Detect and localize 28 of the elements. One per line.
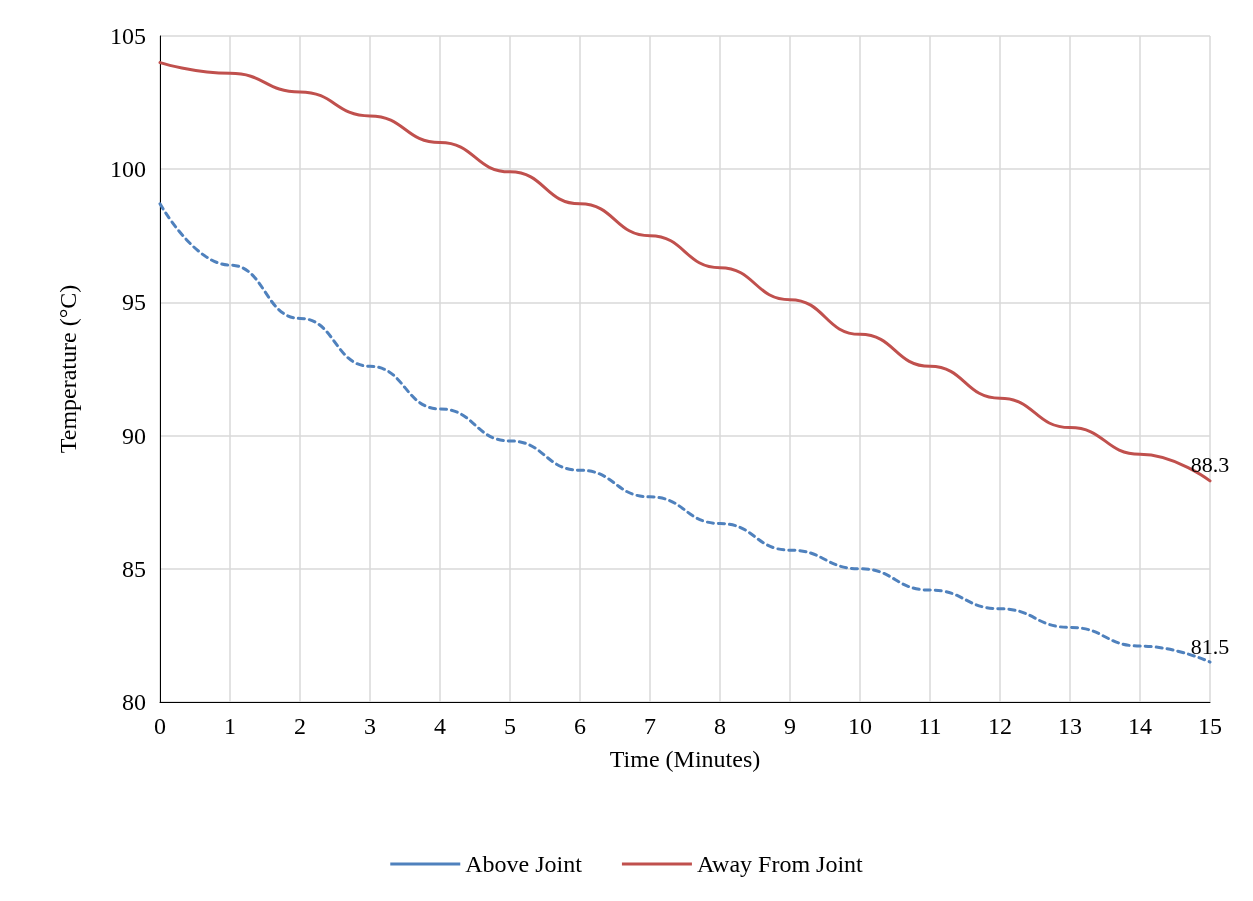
legend-label: Away From Joint [696,851,864,877]
x-tick-label: 8 [714,713,726,739]
x-tick-label: 4 [434,713,446,739]
y-tick-label: 80 [122,689,146,715]
y-tick-label: 105 [110,23,146,49]
y-tick-label: 95 [122,289,146,316]
x-tick-label: 12 [988,713,1012,739]
x-tick-label: 0 [154,713,166,739]
y-axis-title: Temperature (°C) [55,284,81,454]
x-tick-label: 6 [574,713,586,739]
data-label: 88.3 [1190,452,1230,478]
x-tick-label: 15 [1198,713,1222,739]
data-label: 81.5 [1190,633,1230,659]
x-tick-label: 11 [918,713,942,739]
x-axis-title: Time (Minutes) [609,746,761,772]
x-tick-label: 10 [848,713,872,739]
x-tick-label: 13 [1058,713,1082,739]
x-tick-label: 7 [644,713,656,739]
y-tick-label: 90 [122,422,146,449]
x-tick-label: 9 [784,713,796,739]
x-tick-label: 3 [364,713,376,739]
x-tick-label: 14 [1128,713,1152,739]
y-tick-label: 85 [122,555,146,582]
x-tick-label: 1 [224,713,236,739]
x-tick-label: 5 [504,713,516,739]
y-tick-label: 100 [110,156,146,183]
legend-label: Above Joint [465,851,583,877]
x-tick-label: 2 [294,713,306,739]
